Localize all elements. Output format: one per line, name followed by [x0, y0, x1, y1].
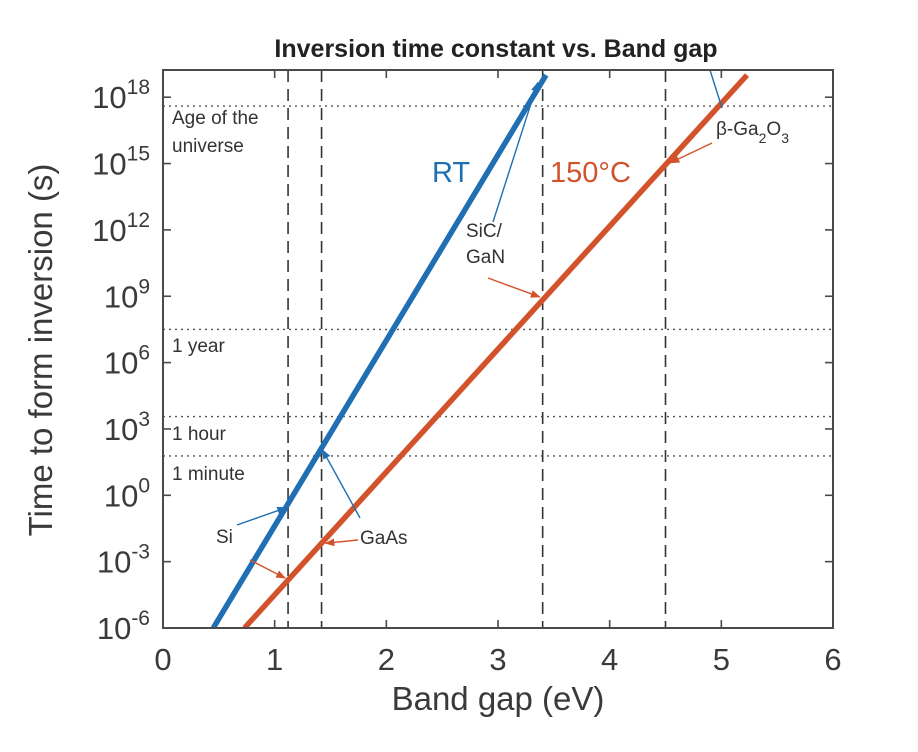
label-part: 2	[759, 130, 767, 146]
material-lines	[287, 70, 667, 628]
y-tick-exponent: 12	[127, 209, 150, 232]
reference-label: 1 year	[172, 336, 225, 357]
y-tick-base: 10	[104, 279, 138, 314]
x-tick-label: 5	[713, 642, 730, 677]
material-label-sic-gan: GaN	[466, 247, 505, 268]
y-tick-exponent: 3	[138, 408, 150, 431]
x-tick-label: 6	[824, 642, 841, 677]
annotation-arrow	[492, 81, 539, 223]
series-label-rt: RT	[432, 157, 470, 189]
reference-label: universe	[172, 136, 244, 157]
y-tick-label: 109	[104, 275, 150, 314]
annotation-arrow	[324, 538, 359, 547]
y-tick-base: 10	[104, 478, 138, 513]
y-tick-label: 106	[104, 342, 150, 381]
reference-label: 1 hour	[172, 424, 227, 445]
y-tick-base: 10	[92, 213, 126, 248]
annotation-arrow	[236, 506, 287, 526]
annotation-arrow	[249, 559, 286, 579]
label-part: β-Ga	[716, 119, 759, 140]
y-tick-label: 10-3	[97, 541, 150, 580]
y-tick-label: 100	[104, 474, 150, 513]
material-label-gaas: GaAs	[360, 528, 408, 549]
x-tick-label: 4	[601, 642, 618, 677]
reference-label: 1 minute	[172, 464, 245, 485]
y-tick-exponent: -3	[131, 541, 150, 564]
series-label-150c: 150°C	[550, 157, 631, 189]
x-tick-label: 3	[489, 642, 506, 677]
series-line	[210, 73, 549, 628]
y-tick-base: 10	[97, 611, 131, 646]
y-tick-base: 10	[92, 80, 126, 115]
y-tick-exponent: 6	[138, 342, 150, 365]
reference-lines: Age of the universe 1 year 1 hour 1 minute	[163, 105, 833, 485]
chart-title: Inversion time constant vs. Band gap	[274, 35, 717, 63]
y-tick-exponent: 15	[127, 143, 150, 166]
annotation-arrow	[487, 277, 541, 298]
y-tick-exponent: 9	[138, 275, 150, 298]
x-axis-label: Band gap (eV)	[392, 680, 605, 717]
y-tick-base: 10	[97, 545, 131, 580]
y-tick-base: 10	[104, 346, 138, 381]
series-lines	[210, 73, 750, 628]
y-tick-label: 1018	[92, 76, 150, 115]
material-label-ga2o3: β-Ga2O3	[716, 119, 789, 146]
annotation-arrow	[709, 69, 723, 109]
y-tick-label: 103	[104, 408, 150, 447]
annotations: RT 150°C Si GaAs SiC/GaN β-Ga2O3	[216, 69, 789, 579]
y-tick-exponent: 18	[127, 76, 150, 99]
y-tick-label: 1015	[92, 143, 150, 182]
x-tick-label: 2	[378, 642, 395, 677]
y-axis-label: Time to form inversion (s)	[22, 164, 59, 537]
y-tick-label: 10-6	[97, 607, 150, 646]
label-part: 3	[781, 130, 789, 146]
material-label-si: Si	[216, 527, 233, 548]
y-tick-label: 1012	[92, 209, 150, 248]
annotation-arrow	[321, 449, 361, 519]
material-label-sic-gan: SiC/	[466, 221, 503, 242]
x-tick-label: 0	[154, 642, 171, 677]
y-tick-exponent: 0	[138, 474, 150, 497]
y-tick-base: 10	[92, 147, 126, 182]
series-line	[242, 73, 750, 628]
y-tick-exponent: -6	[131, 607, 150, 630]
annotation-arrow	[669, 142, 713, 164]
reference-label: Age of the	[172, 108, 259, 129]
x-tick-label: 1	[266, 642, 283, 677]
y-tick-base: 10	[104, 412, 138, 447]
label-part: O	[766, 119, 781, 140]
